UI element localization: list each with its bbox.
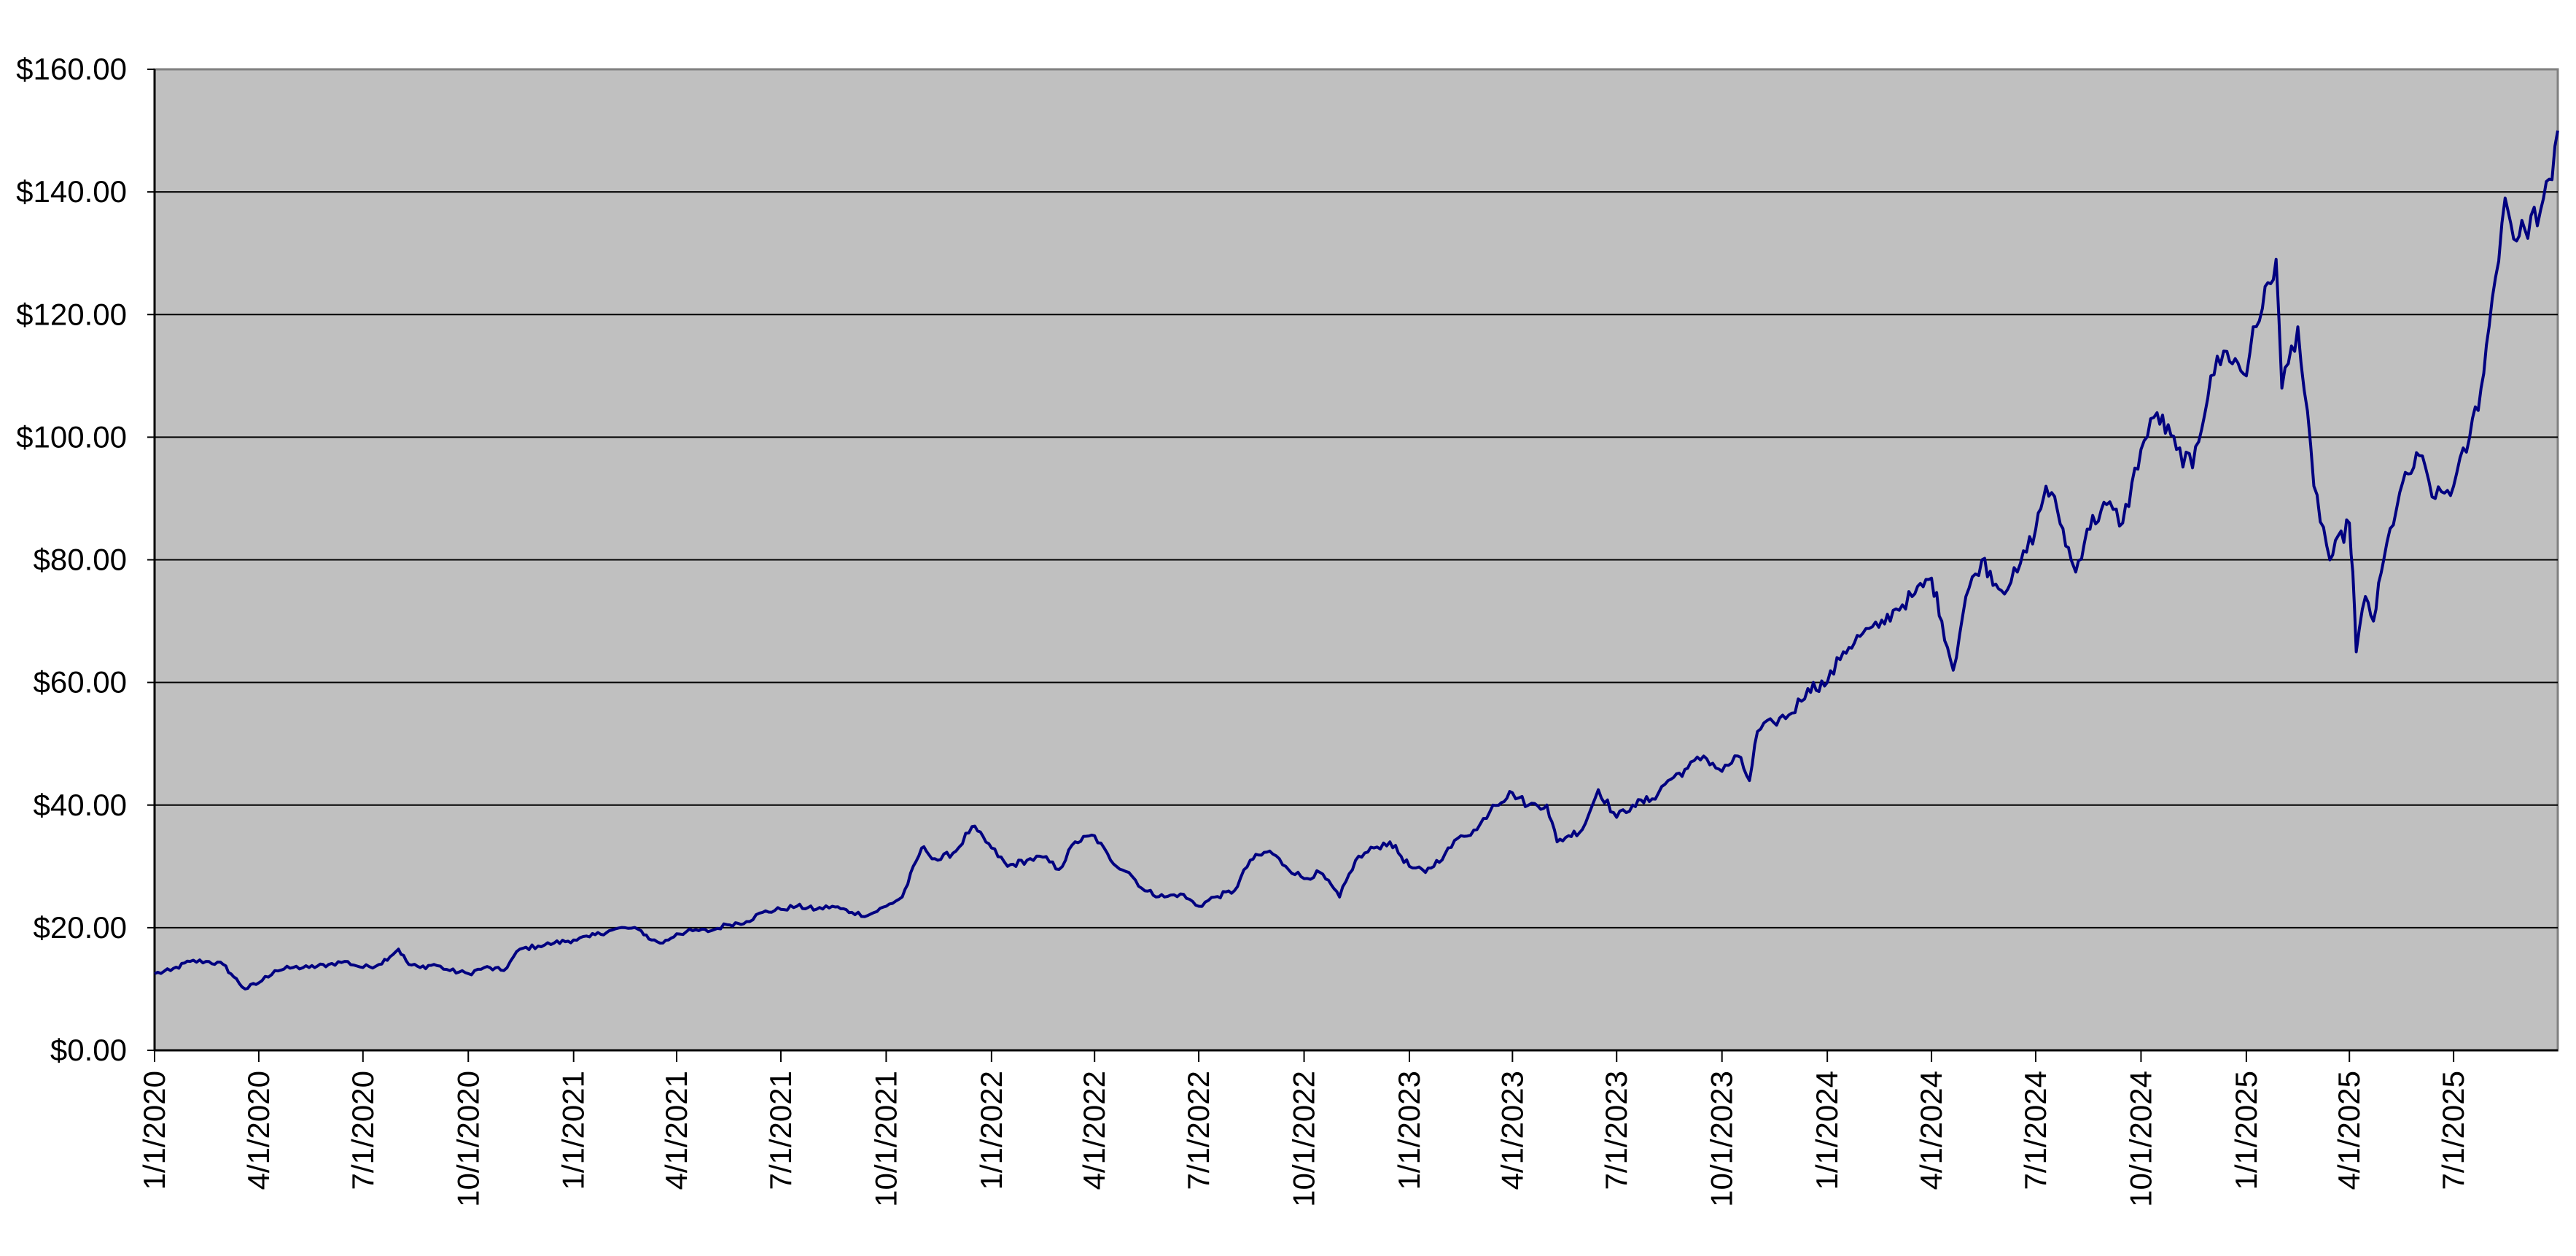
- x-tick-label: 7/1/2021: [763, 1071, 798, 1190]
- x-tick-label: 10/1/2020: [451, 1071, 485, 1207]
- x-tick-label: 7/1/2024: [2018, 1071, 2052, 1190]
- x-tick-label: 7/1/2020: [346, 1071, 380, 1190]
- y-tick-label: $120.00: [16, 297, 127, 331]
- x-tick-label: 1/1/2022: [974, 1071, 1008, 1190]
- y-tick-label: $40.00: [34, 788, 127, 822]
- x-tick-label: 4/1/2022: [1077, 1071, 1111, 1190]
- gridlines: [155, 191, 2558, 929]
- x-tick-label: 1/1/2020: [137, 1071, 171, 1190]
- y-tick-label: $160.00: [16, 52, 127, 86]
- y-tick-label: $100.00: [16, 419, 127, 454]
- x-tick-label: 4/1/2024: [1914, 1071, 1948, 1190]
- y-tick-label: $80.00: [34, 543, 127, 577]
- x-tick-label: 4/1/2023: [1495, 1071, 1529, 1190]
- y-tick-label: $0.00: [50, 1033, 127, 1067]
- x-tick-label: 7/1/2025: [2436, 1071, 2470, 1190]
- x-tick-label: 1/1/2025: [2229, 1071, 2263, 1190]
- x-tick-label: 7/1/2022: [1181, 1071, 1215, 1190]
- y-tick-label: $140.00: [16, 174, 127, 209]
- x-tick-label: 4/1/2025: [2332, 1071, 2366, 1190]
- y-tick-label: $60.00: [34, 665, 127, 699]
- x-tick-label: 10/1/2021: [868, 1071, 903, 1207]
- x-tick-label: 1/1/2023: [1392, 1071, 1426, 1190]
- x-tick-label: 1/1/2021: [556, 1071, 591, 1190]
- price-series-line: [154, 130, 2559, 991]
- x-tick-label: 1/1/2024: [1810, 1071, 1844, 1190]
- x-tick-label: 10/1/2022: [1287, 1071, 1321, 1207]
- series-layer: [154, 130, 2559, 991]
- x-tick-label: 10/1/2023: [1705, 1071, 1739, 1207]
- x-tick-label: 4/1/2021: [659, 1071, 693, 1190]
- x-tick-label: 7/1/2023: [1599, 1071, 1633, 1190]
- y-tick-label: $20.00: [34, 910, 127, 945]
- x-tick-label: 4/1/2020: [241, 1071, 276, 1190]
- axes: $0.00 $20.00 $40.00 $60.00 $80.00 $100.00 $120…: [16, 52, 2558, 1207]
- x-tick-label: 10/1/2024: [2123, 1071, 2157, 1207]
